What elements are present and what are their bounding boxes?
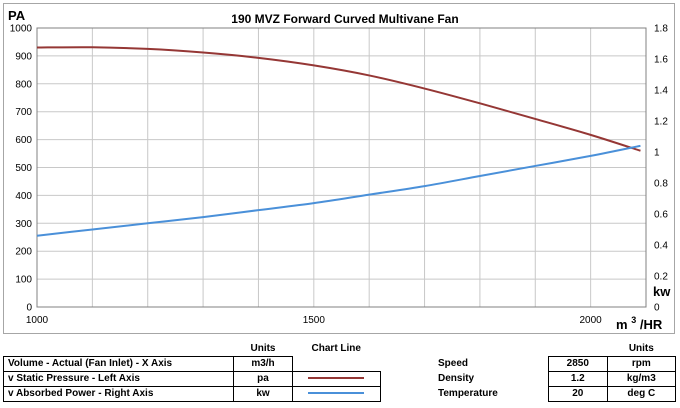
x-axis-unit-base: m <box>616 317 628 332</box>
legend-row-volume: Volume - Actual (Fan Inlet) - X Axis m3/… <box>2 356 381 372</box>
legend-row-absorbed-power: v Absorbed Power - Right Axis kw <box>2 386 382 402</box>
legend-label: v Absorbed Power - Right Axis <box>2 386 235 402</box>
y-left-tick-label: 200 <box>15 247 32 258</box>
condition-row-temperature: Temperature 20 deg C <box>434 386 677 402</box>
conditions-units-header: Units <box>628 343 654 354</box>
y-left-tick-label: 600 <box>15 135 32 146</box>
y-left-tick-label: 900 <box>15 51 32 62</box>
y-left-tick-label: 300 <box>15 219 32 230</box>
legend-line-cell <box>291 386 382 402</box>
left-axis-unit: PA <box>8 8 26 23</box>
y-left-tick-label: 0 <box>26 303 32 314</box>
condition-value: 20 <box>547 386 608 402</box>
y-right-tick-label: 1 <box>654 148 660 159</box>
absorbed-power-line-swatch <box>308 392 365 395</box>
y-right-tick-label: 0.4 <box>654 241 668 252</box>
chart-area: 190 MVZ Forward Curved Multivane Fan PA … <box>8 8 671 332</box>
right-axis-unit: kw <box>653 284 671 299</box>
conditions-header-row: Units <box>434 342 676 357</box>
chart-title: 190 MVZ Forward Curved Multivane Fan <box>231 12 458 26</box>
y-left-tick-label: 800 <box>15 79 32 90</box>
static-pressure-line <box>36 46 641 152</box>
conditions-table: Units Speed 2850 rpm Density 1.2 kg/m3 T… <box>434 342 677 402</box>
legend-label: Volume - Actual (Fan Inlet) - X Axis <box>2 356 235 372</box>
grid-lines <box>36 27 647 308</box>
condition-row-speed: Speed 2850 rpm <box>434 356 677 372</box>
legend-header-row: Units Chart Line <box>4 342 381 357</box>
y-right-tick-label: 0.8 <box>654 179 668 190</box>
legend-chart-line-header: Chart Line <box>311 343 361 355</box>
y-right-tick-label: 1.6 <box>654 55 668 66</box>
condition-value: 1.2 <box>547 371 608 387</box>
y-right-tick-label: 1.4 <box>654 86 668 97</box>
legend-line-cell <box>291 371 382 387</box>
absorbed-power-line <box>36 144 641 237</box>
chart-frame: 190 MVZ Forward Curved Multivane Fan PA … <box>3 3 675 334</box>
y-right-tick-label: 0.2 <box>654 272 668 283</box>
x-tick-label: 1000 <box>26 315 49 326</box>
legend-unit: kw <box>233 386 293 402</box>
condition-unit: rpm <box>606 356 677 372</box>
x-axis-unit: m 3 /HR <box>616 311 663 332</box>
y-left-tick-label: 400 <box>15 191 32 202</box>
y-left-tick-label: 700 <box>15 107 32 118</box>
legend-row-static-pressure: v Static Pressure - Left Axis pa <box>2 371 382 387</box>
y-left-tick-label: 1000 <box>10 24 33 35</box>
legend-label: v Static Pressure - Left Axis <box>2 371 235 387</box>
legend-line-cell <box>292 357 380 372</box>
series-lines <box>36 46 641 237</box>
y-left-tick-label: 100 <box>15 275 32 286</box>
x-tick-label: 1500 <box>303 315 326 326</box>
y-right-tick-label: 0.6 <box>654 210 668 221</box>
legend-units-header: Units <box>250 343 276 354</box>
static-pressure-line-swatch <box>308 377 365 380</box>
condition-label: Temperature <box>438 388 498 399</box>
x-axis-unit-exp: 3 <box>631 315 636 325</box>
plot-border <box>36 27 647 308</box>
legend-table: Units Chart Line Volume - Actual (Fan In… <box>2 342 382 402</box>
legend-unit: m3/h <box>233 356 293 372</box>
condition-row-density: Density 1.2 kg/m3 <box>434 371 677 387</box>
y-right-tick-label: 0 <box>654 303 660 314</box>
legend-unit: pa <box>233 371 293 387</box>
condition-label: Density <box>438 373 475 384</box>
y-right-tick-label: 1.8 <box>654 24 668 35</box>
y-right-tick-label: 1.2 <box>654 117 668 128</box>
condition-value: 2850 <box>547 356 608 372</box>
x-tick-label: 2000 <box>580 315 603 326</box>
condition-unit: kg/m3 <box>606 371 677 387</box>
tick-labels: 0100200300400500600700800900100000.20.40… <box>10 24 669 327</box>
x-axis-unit-tail: /HR <box>640 317 663 332</box>
condition-unit: deg C <box>606 386 677 402</box>
y-left-tick-label: 500 <box>15 163 32 174</box>
condition-label: Speed <box>438 358 469 369</box>
